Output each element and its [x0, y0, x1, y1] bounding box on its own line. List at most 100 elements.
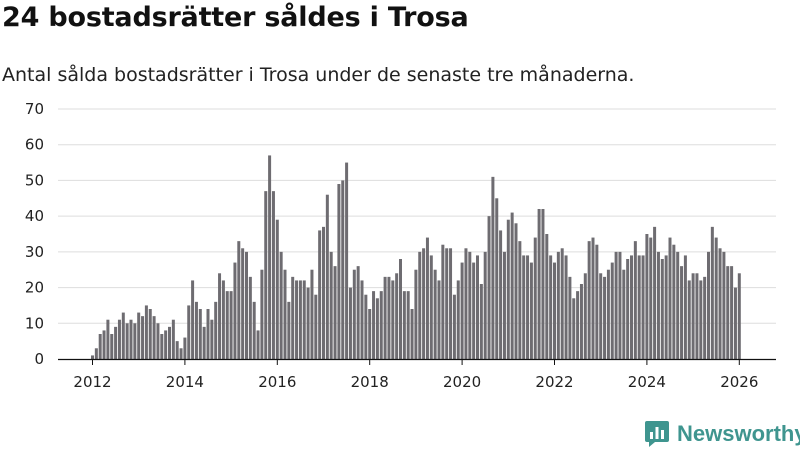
bar: [483, 251, 487, 359]
bar: [549, 255, 553, 359]
bar: [345, 162, 349, 359]
bar: [175, 341, 179, 359]
bar: [156, 323, 160, 359]
bar: [468, 251, 472, 359]
y-tick-label: 60: [25, 136, 44, 154]
bar: [556, 251, 560, 359]
bar: [191, 280, 195, 359]
bar: [348, 287, 352, 359]
y-tick-label: 10: [25, 314, 44, 332]
bar: [271, 191, 275, 359]
bar: [695, 273, 699, 359]
bar: [241, 248, 245, 359]
bar: [333, 266, 337, 359]
bar: [402, 291, 406, 359]
bar: [372, 291, 376, 359]
bar: [437, 280, 441, 359]
bar: [614, 251, 618, 359]
bar: [183, 337, 187, 359]
bar: [341, 180, 345, 359]
bar: [114, 326, 118, 359]
bar: [302, 280, 306, 359]
bar: [472, 262, 476, 359]
y-axis-ticks: 0 10 20 30 40 50 60 70: [25, 100, 44, 368]
bar: [160, 334, 164, 359]
bar: [476, 255, 479, 359]
bar: [653, 226, 657, 359]
bar: [429, 255, 433, 359]
bar-series: [91, 155, 741, 359]
bar: [722, 251, 726, 359]
bar: [433, 269, 437, 359]
bar: [229, 291, 233, 359]
bar: [248, 276, 252, 359]
bar: [152, 316, 156, 359]
bar: [164, 330, 168, 359]
bar: [206, 309, 210, 359]
bar: [737, 273, 741, 359]
bar: [391, 280, 395, 359]
bar: [306, 287, 310, 359]
bar: [406, 291, 410, 359]
bar: [399, 259, 402, 359]
bar: [117, 319, 121, 359]
bar: [121, 312, 125, 359]
bar: [668, 237, 672, 359]
bar: [691, 273, 695, 359]
bar: [375, 298, 379, 359]
bar: [637, 255, 641, 359]
bar: [576, 291, 580, 359]
brand-name: Newsworthy: [677, 421, 800, 446]
bar: [329, 251, 333, 359]
bar: [133, 323, 137, 359]
bar: [464, 248, 468, 359]
bar: [106, 319, 110, 359]
bar: [318, 230, 322, 359]
bar: [449, 248, 453, 359]
bar: [214, 301, 218, 359]
y-tick-label: 40: [25, 207, 44, 225]
bar: [110, 334, 114, 359]
x-tick-label: 2026: [720, 373, 758, 391]
x-tick-label: 2024: [628, 373, 666, 391]
bar: [260, 269, 264, 359]
bar: [656, 251, 660, 359]
bar: [237, 241, 241, 359]
bar: [418, 251, 422, 359]
bar: [537, 209, 541, 359]
bar: [225, 291, 229, 359]
bar: [352, 269, 356, 359]
bar: [641, 255, 645, 359]
bar: [610, 262, 614, 359]
bar: [322, 226, 325, 359]
bar: [356, 266, 360, 359]
y-tick-label: 20: [25, 279, 44, 297]
bar: [252, 301, 256, 359]
bar: [680, 266, 684, 359]
bar: [245, 251, 248, 359]
bar: [383, 276, 387, 359]
bar: [256, 330, 260, 359]
bar: [664, 255, 668, 359]
bar: [148, 309, 152, 359]
bar: [545, 234, 549, 359]
bar: [553, 262, 556, 359]
bar: [595, 244, 599, 359]
bar: [141, 316, 145, 359]
bar: [379, 291, 383, 359]
bar: [445, 248, 449, 359]
bar: [710, 226, 714, 359]
bar: [714, 237, 718, 359]
bar: [606, 269, 610, 359]
bar: [603, 276, 607, 359]
bar: [287, 301, 291, 359]
bar: [325, 194, 329, 359]
bar: [168, 326, 171, 359]
bar: [649, 237, 653, 359]
bar: [499, 230, 503, 359]
bar: [422, 248, 426, 359]
bar: [479, 284, 483, 359]
bar: [618, 251, 622, 359]
bar: [187, 305, 191, 359]
